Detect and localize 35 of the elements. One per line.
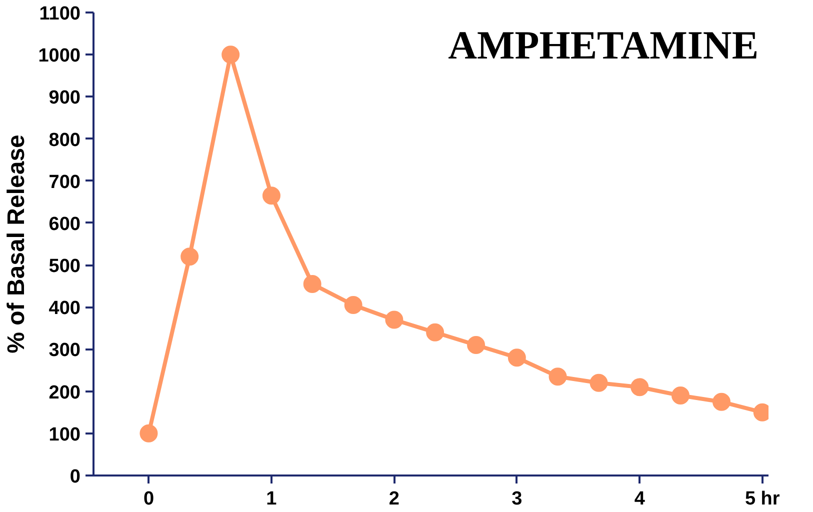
point [303, 275, 322, 293]
point [508, 348, 526, 367]
x-tick-label: 2 [388, 488, 400, 510]
y-axis-title: % of Basal Release [3, 134, 30, 354]
point [548, 368, 567, 386]
chart-title: AMPHETAMINE [448, 22, 759, 68]
point [262, 186, 280, 205]
point [426, 323, 444, 342]
y-tick-label: 1000 [38, 46, 81, 67]
point [344, 296, 362, 314]
x-tick-label: 5 hr [744, 488, 780, 510]
point [630, 378, 649, 396]
y-tick-label: 100 [48, 424, 80, 446]
y-tick-label: 800 [48, 130, 80, 151]
y-tick-label: 1100 [39, 4, 81, 24]
point [590, 374, 608, 392]
y-tick-label: 600 [48, 214, 80, 235]
x-tick-label: 0 [143, 488, 154, 510]
point [222, 46, 240, 64]
point [180, 248, 199, 266]
y-tick-label: 0 [70, 466, 81, 488]
point [385, 310, 404, 329]
point [712, 392, 730, 411]
y-tick-label: 700 [48, 172, 80, 193]
y-tick-label: 500 [48, 256, 80, 278]
point [467, 336, 486, 354]
point [672, 386, 690, 405]
x-tick-label: 3 [512, 488, 522, 510]
y-tick-label: 200 [48, 382, 80, 404]
y-tick-label: 400 [48, 298, 80, 320]
y-tick-label: 300 [48, 340, 80, 362]
y-tick-label: 900 [48, 88, 80, 109]
x-tick-label: 4 [634, 488, 646, 510]
x-tick-label: 1 [266, 488, 278, 510]
point [140, 424, 158, 442]
